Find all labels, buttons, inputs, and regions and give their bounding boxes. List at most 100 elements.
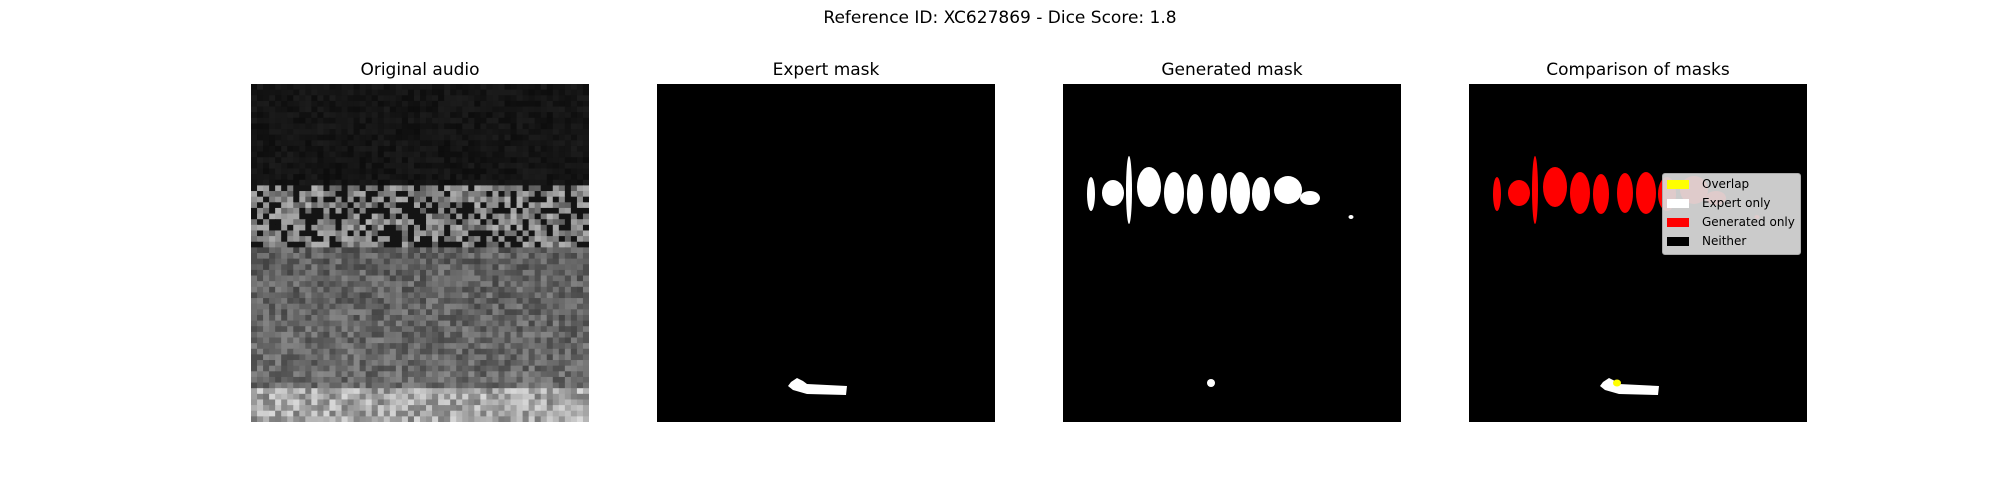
spectrogram-cell bbox=[522, 298, 530, 305]
spectrogram-cell bbox=[329, 348, 337, 355]
spectrogram-cell bbox=[311, 388, 318, 395]
spectrogram-cell bbox=[570, 84, 578, 91]
spectrogram-cell bbox=[438, 106, 445, 113]
spectrogram-cell bbox=[305, 292, 312, 299]
spectrogram-cell bbox=[576, 376, 584, 384]
spectrogram-cell bbox=[426, 112, 433, 119]
spectrogram-cell bbox=[317, 230, 325, 237]
spectrogram-cell bbox=[395, 258, 403, 265]
spectrogram-cell bbox=[263, 360, 270, 367]
spectrogram-cell bbox=[456, 207, 463, 215]
spectrogram-cell bbox=[323, 376, 331, 384]
spectrogram-cell bbox=[468, 185, 475, 192]
spectrogram-cell bbox=[287, 185, 294, 192]
spectrogram-cell bbox=[329, 314, 337, 322]
spectrogram-cell bbox=[311, 134, 318, 141]
spectrogram-cell bbox=[576, 264, 584, 271]
spectrogram-cell bbox=[480, 348, 487, 355]
spectrogram-cell bbox=[335, 337, 343, 344]
spectrogram-cell bbox=[365, 331, 373, 339]
spectrogram-cell bbox=[504, 286, 512, 294]
spectrogram-cell bbox=[438, 89, 445, 96]
spectrogram-cell bbox=[456, 140, 463, 147]
spectrogram-cell bbox=[468, 191, 475, 198]
spectrogram-cell bbox=[383, 253, 391, 260]
spectrogram-cell bbox=[552, 416, 560, 422]
spectrogram-cell bbox=[347, 207, 355, 215]
spectrogram-cell bbox=[426, 247, 433, 254]
spectrogram-cell bbox=[353, 140, 361, 147]
spectrogram-cell bbox=[293, 393, 300, 401]
spectrogram-cell bbox=[438, 286, 445, 294]
spectrogram-cell bbox=[329, 191, 337, 198]
spectrogram-cell bbox=[462, 196, 469, 203]
spectrogram-cell bbox=[329, 388, 337, 395]
spectrogram-cell bbox=[359, 303, 367, 310]
spectrogram-cell bbox=[450, 303, 457, 310]
spectrogram-cell bbox=[401, 264, 409, 271]
spectrogram-cell bbox=[510, 371, 518, 378]
spectrogram-cell bbox=[420, 360, 427, 367]
spectrogram-cell bbox=[353, 134, 361, 141]
spectrogram-cell bbox=[468, 360, 475, 367]
spectrogram-cell bbox=[552, 224, 560, 232]
spectrogram-cell bbox=[450, 292, 457, 299]
panel-title-expert-mask: Expert mask bbox=[772, 60, 880, 80]
spectrogram-cell bbox=[413, 202, 421, 209]
spectrogram-cell bbox=[546, 219, 554, 226]
spectrogram-cell bbox=[395, 410, 403, 417]
spectrogram-cell bbox=[558, 224, 566, 232]
spectrogram-cell bbox=[510, 162, 518, 170]
spectrogram-cell bbox=[486, 348, 494, 355]
spectrogram-cell bbox=[432, 275, 439, 282]
spectrogram-cell bbox=[552, 292, 560, 299]
spectrogram-cell bbox=[317, 382, 325, 389]
spectrogram-cell bbox=[407, 84, 415, 91]
spectrogram-cell bbox=[263, 157, 270, 164]
spectrogram-cell bbox=[438, 258, 445, 265]
spectrogram-cell bbox=[311, 89, 318, 96]
spectrogram-cell bbox=[486, 112, 494, 119]
spectrogram-cell bbox=[462, 236, 469, 243]
spectrogram-cell bbox=[528, 393, 536, 401]
spectrogram-cell bbox=[462, 174, 469, 181]
spectrogram-cell bbox=[323, 185, 331, 192]
spectrogram-cell bbox=[371, 106, 379, 113]
spectrogram-cell bbox=[389, 236, 397, 243]
spectrogram-cell bbox=[486, 151, 494, 158]
spectrogram-cell bbox=[522, 343, 530, 350]
spectrogram-cell bbox=[287, 416, 294, 422]
spectrogram-cell bbox=[365, 253, 373, 260]
spectrogram-cell bbox=[540, 314, 548, 322]
spectrogram-cell bbox=[426, 174, 433, 181]
spectrogram-cell bbox=[269, 343, 276, 350]
spectrogram-cell bbox=[371, 145, 379, 153]
spectrogram-cell bbox=[377, 365, 385, 372]
spectrogram-cell bbox=[546, 89, 554, 96]
spectrogram-cell bbox=[389, 117, 397, 125]
spectrogram-cell bbox=[293, 179, 300, 186]
spectrogram-cell bbox=[564, 326, 572, 333]
spectrogram-cell bbox=[317, 196, 325, 203]
spectrogram-cell bbox=[570, 388, 578, 395]
spectrogram-cell bbox=[540, 191, 548, 198]
spectrogram-cell bbox=[582, 140, 589, 147]
spectrogram-cell bbox=[407, 371, 415, 378]
spectrogram-cell bbox=[540, 84, 548, 91]
spectrogram-cell bbox=[570, 117, 578, 125]
spectrogram-cell bbox=[534, 399, 542, 406]
spectrogram-cell bbox=[275, 371, 282, 378]
spectrogram-cell bbox=[389, 196, 397, 203]
spectrogram-cell bbox=[389, 399, 397, 406]
spectrogram-cell bbox=[564, 354, 572, 361]
spectrogram-cell bbox=[275, 191, 282, 198]
spectrogram-cell bbox=[504, 112, 512, 119]
spectrogram-cell bbox=[510, 112, 518, 119]
spectrogram-cell bbox=[323, 112, 331, 119]
spectrogram-cell bbox=[498, 410, 506, 417]
spectrogram-cell bbox=[534, 376, 542, 384]
spectrogram-cell bbox=[558, 151, 566, 158]
spectrogram-cell bbox=[510, 191, 518, 198]
spectrogram-cell bbox=[293, 382, 300, 389]
spectrogram-cell bbox=[377, 399, 385, 406]
